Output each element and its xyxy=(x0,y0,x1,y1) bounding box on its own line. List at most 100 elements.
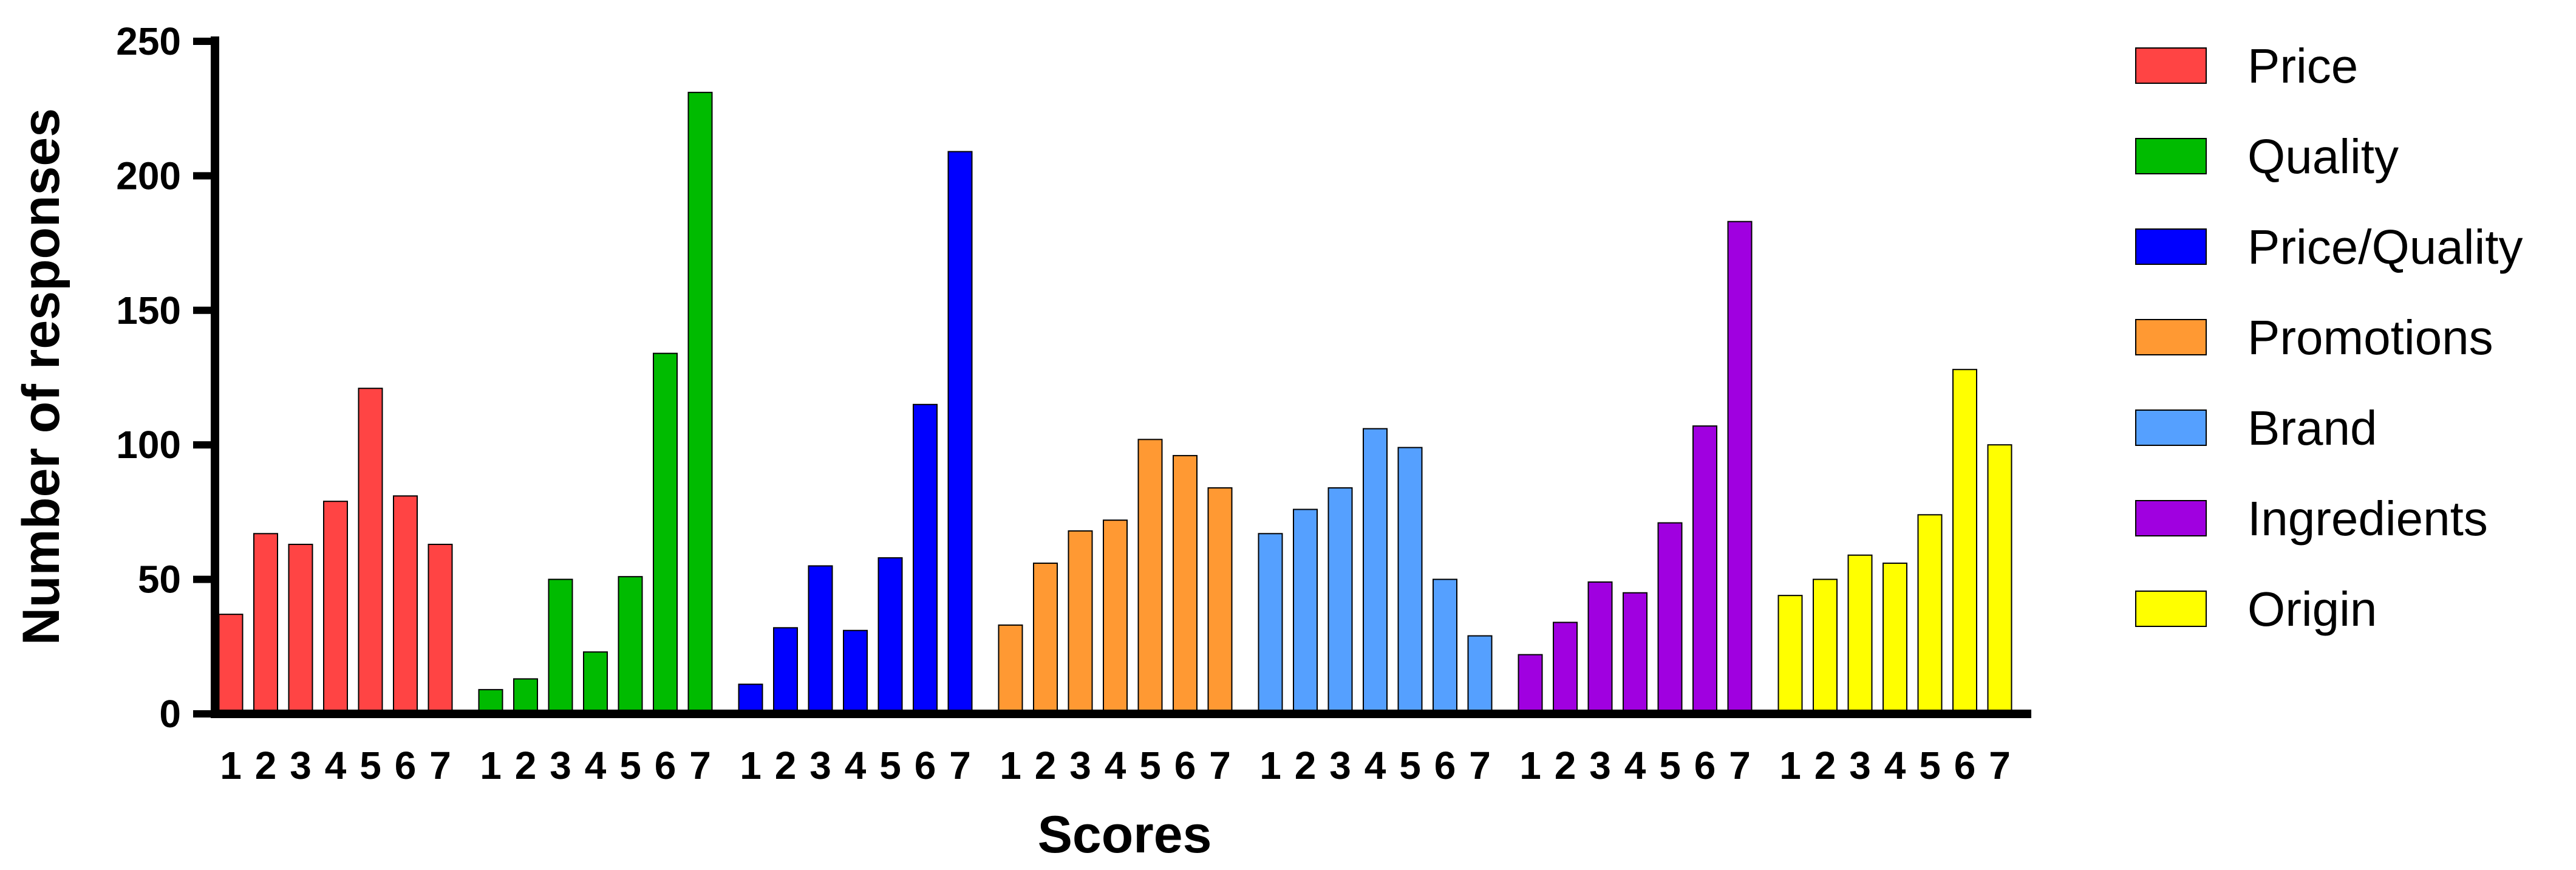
bar-brand-4 xyxy=(1363,428,1388,715)
bar-origin-7 xyxy=(1987,444,2012,714)
bar-promotions-5 xyxy=(1137,439,1163,714)
x-tick-label: 2 xyxy=(515,744,537,787)
x-tick-label: 6 xyxy=(395,744,417,787)
y-tick-label: 250 xyxy=(116,19,181,63)
bar-ingredients-2 xyxy=(1553,622,1578,714)
bar-promotions-7 xyxy=(1207,487,1233,714)
bar-ingredients-3 xyxy=(1587,581,1613,715)
x-tick-label: 5 xyxy=(1659,744,1681,787)
x-tick-label: 3 xyxy=(1849,744,1871,787)
bar-quality-6 xyxy=(653,352,678,714)
x-tick-label: 5 xyxy=(1919,744,1941,787)
bar-price-7 xyxy=(428,544,453,714)
legend-label: Price/Quality xyxy=(2247,220,2523,274)
bars xyxy=(218,92,2012,715)
bar-price-quality-4 xyxy=(843,629,868,715)
legend-swatch xyxy=(2135,228,2207,265)
y-ticks: 0 50 100 150 200 250 xyxy=(116,19,215,736)
bar-origin-2 xyxy=(1813,578,1838,714)
bar-origin-3 xyxy=(1847,554,1873,714)
bar-promotions-1 xyxy=(998,624,1023,714)
legend-swatch xyxy=(2135,591,2207,627)
bar-price-quality-7 xyxy=(947,151,973,715)
x-tick-label: 5 xyxy=(1139,744,1161,787)
bar-promotions-6 xyxy=(1173,454,1198,714)
bar-quality-5 xyxy=(618,576,643,714)
x-tick-label: 4 xyxy=(585,744,607,787)
legend-label: Origin xyxy=(2247,582,2377,636)
x-tick-label: 4 xyxy=(1365,744,1386,787)
bar-brand-5 xyxy=(1397,447,1423,714)
legend-swatch xyxy=(2135,319,2207,355)
axes xyxy=(211,36,2031,718)
x-tick-label: 6 xyxy=(915,744,936,787)
bar-promotions-4 xyxy=(1103,519,1128,715)
bar-price-quality-5 xyxy=(877,557,903,715)
x-tick-label: 3 xyxy=(809,744,831,787)
x-tick-label: 2 xyxy=(1814,744,1836,787)
x-tick-label: 1 xyxy=(1519,744,1541,787)
bar-brand-2 xyxy=(1293,509,1318,714)
legend-label: Quality xyxy=(2247,129,2399,183)
bar-origin-5 xyxy=(1917,514,1943,714)
x-tick-label: 2 xyxy=(255,744,277,787)
x-tick-label: 1 xyxy=(480,744,502,787)
bar-price-quality-6 xyxy=(913,403,938,715)
bar-brand-1 xyxy=(1258,533,1283,714)
x-tick-label: 2 xyxy=(1295,744,1317,787)
bar-price-quality-3 xyxy=(808,565,833,715)
y-tick-label: 0 xyxy=(159,692,181,736)
bar-price-5 xyxy=(358,388,383,714)
x-tick-label: 6 xyxy=(1694,744,1716,787)
x-tick-label: 7 xyxy=(949,744,971,787)
x-tick-label: 6 xyxy=(655,744,676,787)
bar-price-1 xyxy=(218,614,244,714)
y-tick-label: 200 xyxy=(116,154,181,197)
bar-ingredients-6 xyxy=(1692,425,1717,714)
bar-origin-6 xyxy=(1952,369,1977,714)
y-tick-label: 50 xyxy=(138,558,181,601)
bar-brand-3 xyxy=(1327,487,1353,714)
y-axis-title: Number of responses xyxy=(12,108,70,645)
x-tick-label: 3 xyxy=(1329,744,1351,787)
legend-swatch xyxy=(2135,500,2207,536)
x-tick-label: 3 xyxy=(1069,744,1091,787)
x-tick-label: 3 xyxy=(550,744,571,787)
bar-quality-2 xyxy=(513,678,538,715)
bar-price-4 xyxy=(323,501,348,714)
bar-price-quality-1 xyxy=(738,683,763,714)
bar-brand-7 xyxy=(1467,635,1493,715)
legend-label: Promotions xyxy=(2247,310,2493,365)
x-tick-label: 5 xyxy=(1399,744,1421,787)
x-tick-label: 2 xyxy=(1555,744,1576,787)
x-tick-label: 7 xyxy=(429,744,451,787)
x-tick-label: 6 xyxy=(1434,744,1456,787)
x-tick-label: 1 xyxy=(1000,744,1021,787)
legend-label: Ingredients xyxy=(2247,492,2488,546)
x-tick-label: 7 xyxy=(1209,744,1231,787)
x-tick-label: 1 xyxy=(1259,744,1281,787)
legend-swatch xyxy=(2135,138,2207,174)
y-tick-label: 150 xyxy=(116,289,181,332)
x-tick-label: 4 xyxy=(1624,744,1646,787)
x-tick-label: 1 xyxy=(1779,744,1801,787)
bar-ingredients-1 xyxy=(1518,654,1543,714)
x-tick-label: 4 xyxy=(845,744,867,787)
x-tick-label: 4 xyxy=(1884,744,1906,787)
bar-price-2 xyxy=(253,533,278,714)
x-tick-label: 3 xyxy=(290,744,312,787)
bar-promotions-3 xyxy=(1068,530,1093,714)
y-tick-label: 100 xyxy=(116,423,181,467)
x-tick-label: 7 xyxy=(1469,744,1491,787)
bar-quality-7 xyxy=(687,92,713,714)
legend-swatch xyxy=(2135,47,2207,84)
x-tick-label: 7 xyxy=(1729,744,1751,787)
x-axis-title: Scores xyxy=(1038,806,1212,864)
bar-origin-1 xyxy=(1777,595,1803,715)
x-tick-label: 2 xyxy=(775,744,797,787)
x-tick-label: 6 xyxy=(1174,744,1196,787)
legend: Price Quality Price/Quality Promotions Brand… xyxy=(2135,39,2523,636)
x-tick-label: 2 xyxy=(1035,744,1057,787)
